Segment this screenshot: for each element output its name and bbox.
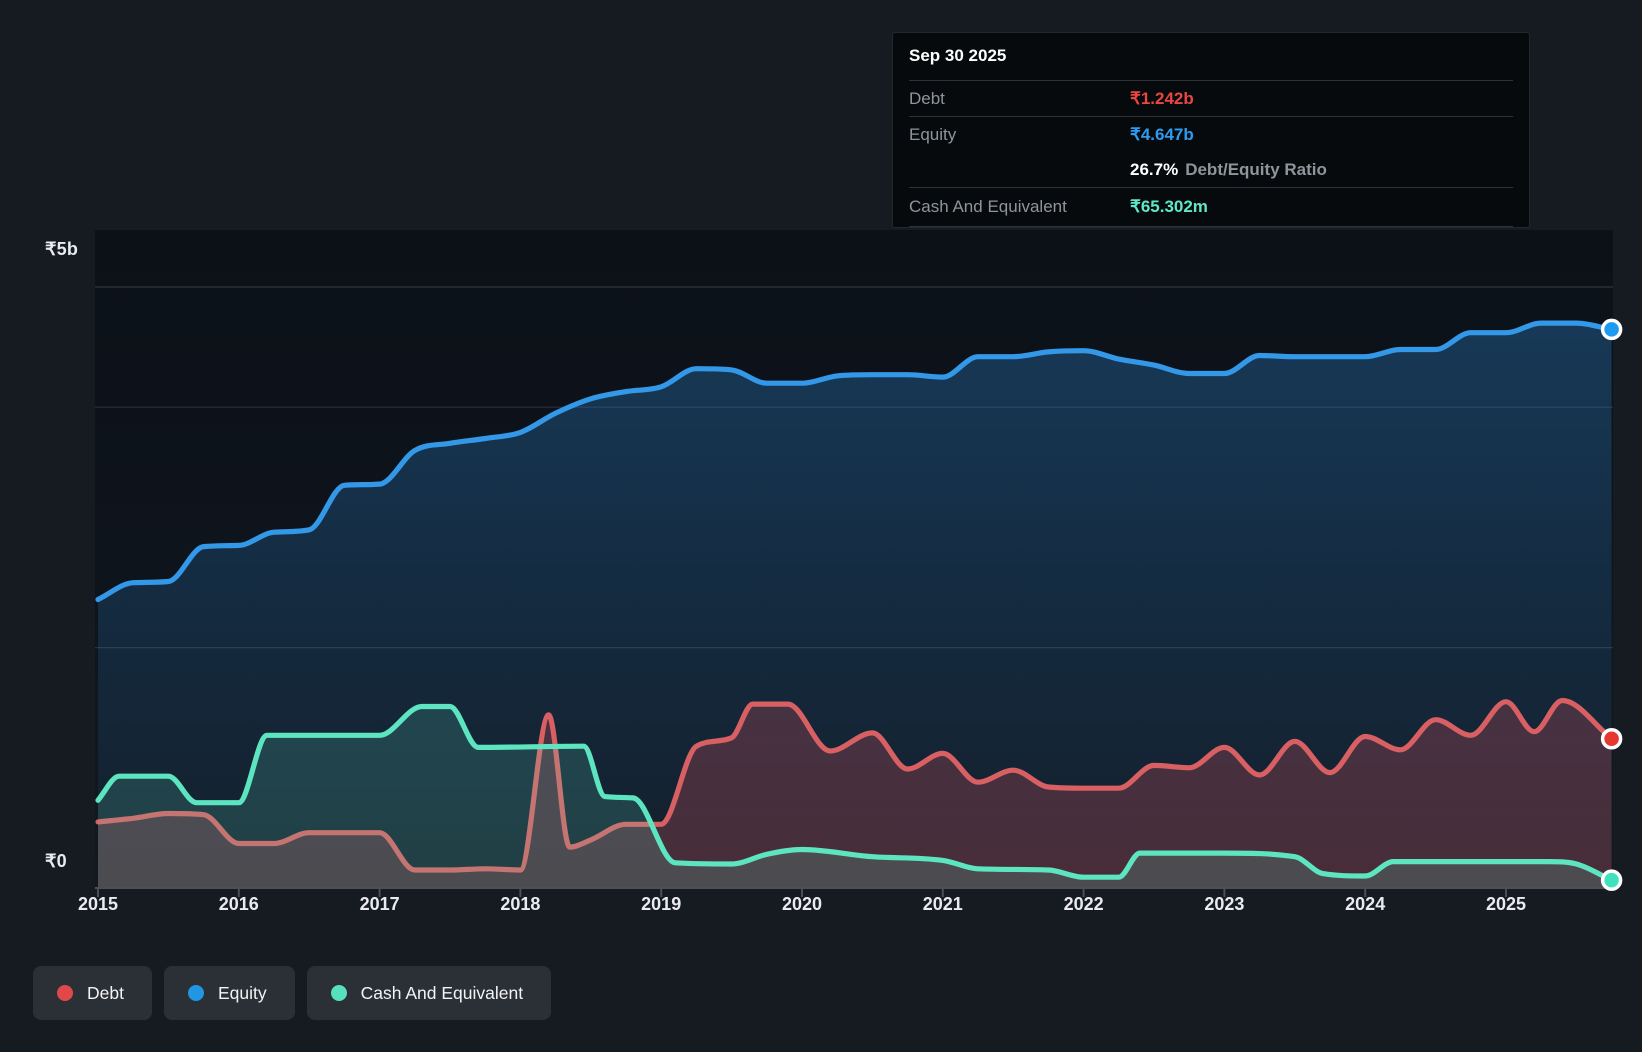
tooltip-row-ratio: 26.7% Debt/Equity Ratio [909,152,1513,188]
legend: Debt Equity Cash And Equivalent [33,966,552,1020]
x-axis-label-2015: 2015 [77,894,119,914]
legend-button-cash[interactable]: Cash And Equivalent [306,966,552,1020]
y-axis-label-5b: ₹5b [45,239,79,259]
tooltip-equity-label: Equity [909,124,957,144]
x-axis-label-2023: 2023 [1204,894,1245,914]
tooltip-cash-value: ₹65.302m [1130,197,1208,216]
legend-button-equity[interactable]: Equity [163,966,295,1020]
x-axis-label-2019: 2019 [641,894,682,914]
tooltip-equity-value: ₹4.647b [1130,124,1194,144]
legend-label-cash: Cash And Equivalent [360,982,524,1003]
x-axis-label-2024: 2024 [1345,894,1386,914]
y-axis-label-0: ₹0 [45,851,67,871]
tooltip-ratio-label: Debt/Equity Ratio [1185,159,1327,179]
tooltip: Sep 30 2025 Debt ₹1.242b Equity ₹4.647b … [892,32,1530,228]
tooltip-debt-label: Debt [909,88,945,108]
tooltip-ratio-value: 26.7% [1130,159,1179,179]
cash-dot-icon [330,985,347,1001]
x-axis-label-2021: 2021 [922,894,963,914]
legend-label-debt: Debt [87,982,124,1003]
tooltip-date: Sep 30 2025 [909,33,1513,81]
legend-label-equity: Equity [217,982,267,1003]
x-axis-label-2018: 2018 [500,894,541,914]
tooltip-cash-label: Cash And Equivalent [909,197,1067,216]
x-axis-label-2020: 2020 [781,894,823,914]
x-axis-label-2016: 2016 [218,894,259,914]
equity-dot-icon [187,985,204,1001]
x-axis-label-2022: 2022 [1063,894,1104,914]
tooltip-row-cash: Cash And Equivalent ₹65.302m [909,188,1513,227]
tooltip-row-debt: Debt ₹1.242b [909,81,1513,117]
tooltip-debt-value: ₹1.242b [1130,88,1194,108]
tooltip-row-equity: Equity ₹4.647b [909,117,1513,152]
debt-dot-icon [57,985,73,1001]
x-axis-label-2017: 2017 [359,894,400,914]
legend-button-debt[interactable]: Debt [33,966,152,1020]
x-axis-label-2025: 2025 [1485,894,1527,914]
